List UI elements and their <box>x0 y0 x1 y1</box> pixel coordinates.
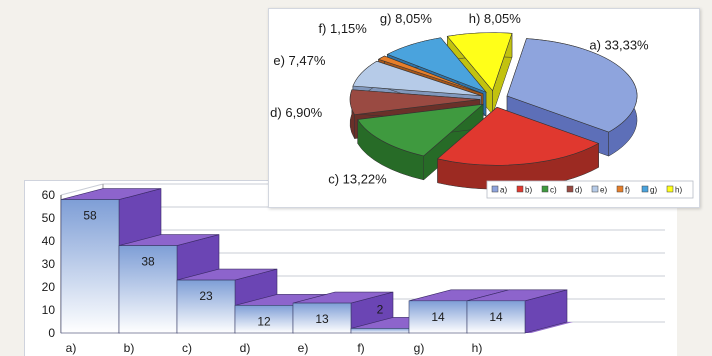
bar-value-label: 14 <box>489 310 503 324</box>
bar-value-label: 23 <box>199 289 213 303</box>
pie-slice-label: e) 7,47% <box>273 53 325 68</box>
pie-slice-label: h) 8,05% <box>469 11 521 26</box>
legend-entry-label: f) <box>625 186 630 195</box>
legend-swatch <box>516 185 524 193</box>
bar <box>466 289 568 334</box>
legend-entry-label: c) <box>550 186 557 195</box>
pie-slice-label: c) 13,22% <box>328 171 387 186</box>
pie-slice-top <box>446 32 513 92</box>
x-category-label: a) <box>66 341 77 355</box>
x-category-label: g) <box>414 341 425 355</box>
pie-legend: a) b) c) d) e) f) g) h) <box>486 180 694 199</box>
legend-box <box>486 180 694 199</box>
pie-slice-top <box>386 37 487 93</box>
bar-value-label: 58 <box>83 209 97 223</box>
legend-entry-label: b) <box>525 186 532 195</box>
legend-swatch <box>591 185 599 193</box>
legend-swatch <box>666 185 674 193</box>
pie-slice-top <box>377 55 484 95</box>
y-tick-label: 40 <box>42 234 56 248</box>
legend-swatch <box>491 185 499 193</box>
grid-line-diagonal <box>60 183 104 196</box>
legend-entry-label: d) <box>575 186 582 195</box>
bar-front <box>350 328 410 334</box>
bar-front <box>234 305 294 334</box>
bar-front <box>466 300 526 334</box>
bar-front <box>176 279 236 334</box>
bar-front <box>292 302 352 334</box>
legend-swatch <box>541 185 549 193</box>
pie-chart: a) 33,33%b) 21,84%c) 13,22%d) 6,90%e) 7,… <box>270 11 694 199</box>
bar-front <box>60 199 120 334</box>
legend-entry-label: a) <box>500 186 507 195</box>
pie-slice <box>436 106 600 190</box>
x-category-label: b) <box>124 341 135 355</box>
y-tick-label: 30 <box>42 257 56 271</box>
bar-front <box>408 300 468 334</box>
legend-swatch <box>566 185 574 193</box>
pie-slice-top <box>357 103 485 157</box>
y-tick-label: 50 <box>42 211 56 225</box>
bar-value-label: 2 <box>377 302 384 316</box>
bar-value-label: 13 <box>315 312 329 326</box>
y-tick-label: 20 <box>42 280 56 294</box>
pie-slice-label: f) 1,15% <box>318 21 367 36</box>
y-tick-label: 0 <box>48 326 55 340</box>
bar-value-label: 14 <box>431 310 445 324</box>
pie-slice-top <box>352 60 482 97</box>
bar-value-label: 12 <box>257 314 271 328</box>
y-tick-label: 60 <box>42 188 56 202</box>
x-category-label: d) <box>240 341 251 355</box>
legend-entry-label: e) <box>600 186 607 195</box>
bar-front <box>118 245 178 334</box>
bar-value-label: 38 <box>141 255 155 269</box>
pie-slice-top <box>349 89 481 115</box>
bar-chart: 0 10 20 30 40 50 60 58 a) 38 b) 23 c) 12 d) 13 e) 2 f) 14 g)… <box>42 183 665 355</box>
legend-swatch <box>641 185 649 193</box>
pie-slice-top <box>506 38 638 133</box>
pie-slice <box>357 103 485 181</box>
y-tick-label: 10 <box>42 303 56 317</box>
x-category-label: f) <box>357 341 364 355</box>
x-category-label: e) <box>298 341 309 355</box>
legend-swatch <box>616 185 624 193</box>
pie-slice-top <box>436 106 600 166</box>
pie-slice-label: a) 33,33% <box>589 37 649 52</box>
pie-slice-label: d) 6,90% <box>270 105 322 120</box>
x-category-label: c) <box>182 341 192 355</box>
x-category-label: h) <box>472 341 483 355</box>
legend-entry-label: g) <box>650 186 657 195</box>
legend-entry-label: h) <box>675 186 682 195</box>
pie-chart-panel: a) 33,33%b) 21,84%c) 13,22%d) 6,90%e) 7,… <box>268 8 700 208</box>
bar-chart-panel: 0 10 20 30 40 50 60 58 a) 38 b) 23 c) 12 d) 13 e) 2 f) 14 g)… <box>24 180 677 356</box>
pie-slice-label: g) 8,05% <box>380 11 432 26</box>
